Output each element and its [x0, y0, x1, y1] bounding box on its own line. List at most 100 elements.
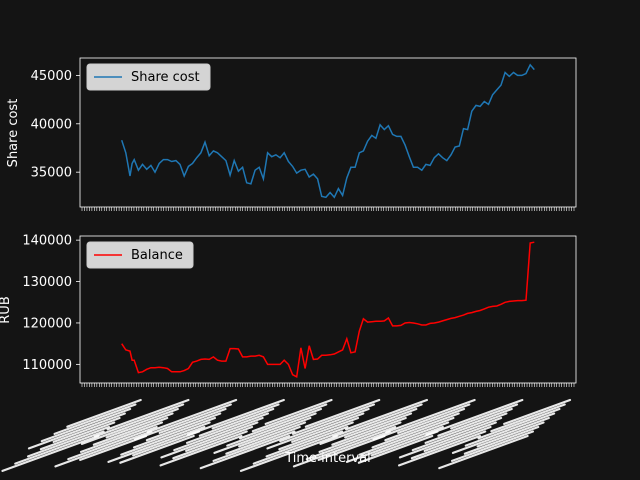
x-tick-label-smudge [332, 403, 423, 438]
x-tick-label-smudge [438, 434, 529, 470]
x-tick-label-smudge [53, 403, 137, 435]
x-tick-label-smudge [384, 412, 460, 442]
x-tick-label-jumble [1, 398, 572, 472]
x-tick-label-smudge [291, 416, 360, 443]
x-tick-label-smudge [239, 434, 338, 472]
x-tick-label-smudge [398, 421, 497, 459]
x-tick-label-smudge [476, 421, 545, 448]
x-tick-label-smudge [107, 425, 206, 463]
x-tick-label-smudge [145, 412, 222, 442]
x-tick-label-smudge [292, 430, 391, 468]
x-tick-label-smudge [464, 412, 556, 447]
x-tick-label-smudge [172, 430, 248, 460]
balance-legend-box [86, 241, 194, 269]
y-tick-label: 40000 [31, 117, 72, 132]
share-cost-x-axis [81, 207, 575, 211]
x-tick-label-smudge [93, 403, 185, 438]
x-tick-label-smudge [66, 398, 142, 428]
x-tick-label-smudge [185, 425, 254, 452]
balance-panel: 110000 120000 130000 140000 RUB Balance Tim… [0, 234, 577, 472]
balance-legend-label: Balance [131, 248, 183, 263]
share-cost-legend: Share cost [86, 63, 211, 91]
x-tick-label-smudge [52, 416, 121, 443]
x-tick-label-smudge [251, 403, 328, 433]
x-tick-label-smudge [92, 416, 169, 446]
share-cost-line [120, 63, 535, 199]
x-tick-label-smudge [54, 430, 153, 468]
x-tick-label-smudge [463, 425, 540, 455]
x-tick-label-smudge [105, 412, 174, 439]
x-tick-label-smudge [451, 430, 535, 462]
x-tick-label-smudge [437, 407, 513, 437]
y-tick-label: 45000 [31, 69, 72, 84]
balance-line [121, 241, 535, 378]
x-tick-label-smudge [490, 403, 566, 433]
x-tick-label-smudge [159, 434, 243, 467]
x-tick-label-smudge [173, 416, 264, 452]
x-tick-label-smudge [1, 434, 100, 472]
x-tick-label-smudge [319, 407, 418, 445]
x-tick-label-smudge [160, 421, 259, 459]
x-tick-label-smudge [345, 398, 428, 431]
y-tick-label: 35000 [31, 166, 72, 181]
x-tick-label-smudge [133, 403, 232, 441]
y-tick-label: 140000 [22, 234, 72, 249]
x-tick-label-smudge [278, 421, 354, 451]
x-tick-label-smudge [398, 434, 481, 467]
x-tick-label-smudge [146, 398, 238, 434]
x-tick-label-smudge [372, 403, 471, 441]
x-tick-label-smudge [252, 430, 344, 465]
x-tick-label-smudge [39, 421, 116, 451]
x-axis-label: Time interval [284, 451, 371, 466]
balance-y-label: RUB [0, 296, 13, 323]
x-tick-label-smudge [133, 416, 216, 449]
x-tick-label-smudge [40, 407, 132, 443]
x-tick-label-smudge [317, 434, 386, 461]
x-tick-label-smudge [213, 416, 312, 454]
x-tick-label-smudge [425, 398, 524, 436]
x-tick-label-smudge [79, 421, 163, 453]
x-tick-label-smudge [211, 403, 280, 430]
x-tick-label-smudge [450, 403, 519, 430]
share-cost-panel: 35000 40000 45000 Share cost Share cost [6, 57, 577, 211]
x-tick-label-smudge [385, 398, 476, 434]
y-tick-label: 130000 [22, 275, 72, 290]
x-tick-label-smudge [14, 430, 105, 465]
x-tick-label-smudge [119, 434, 195, 464]
x-tick-label-smudge [27, 425, 111, 458]
x-tick-label-smudge [80, 407, 179, 445]
x-tick-label-smudge [292, 403, 375, 435]
share-cost-legend-box [86, 63, 211, 91]
x-tick-label-smudge [265, 425, 349, 458]
x-tick-label-smudge [304, 398, 381, 428]
x-tick-label-smudge [212, 430, 296, 462]
x-tick-label-smudge [225, 425, 301, 455]
x-tick-label-smudge [318, 421, 402, 453]
x-tick-label-smudge [186, 412, 269, 444]
x-tick-label-smudge [266, 412, 365, 450]
x-tick-label-smudge [264, 398, 333, 425]
x-tick-label-smudge [371, 416, 455, 449]
share-cost-y-axis: 35000 40000 45000 [31, 69, 80, 181]
x-tick-label-smudge [423, 425, 492, 452]
x-tick-label-smudge [279, 407, 370, 443]
balance-x-axis [81, 383, 575, 387]
x-tick-label-smudge [344, 412, 413, 439]
x-tick-label-smudge [411, 416, 503, 452]
x-tick-label-smudge [503, 398, 572, 425]
x-tick-label-smudge [239, 407, 322, 440]
x-tick-label-smudge [397, 407, 466, 434]
x-tick-label-smudge [345, 425, 444, 463]
share-cost-legend-label: Share cost [131, 70, 200, 85]
x-tick-label-smudge [331, 416, 407, 446]
x-tick-label-smudge [79, 434, 148, 461]
y-tick-label: 120000 [22, 316, 72, 331]
balance-legend: Balance [86, 241, 194, 269]
x-tick-label-smudge [451, 416, 550, 454]
x-tick-label-smudge [158, 407, 227, 434]
x-tick-label-smudge [186, 398, 285, 436]
x-tick-label-smudge [357, 434, 434, 464]
y-tick-label: 110000 [22, 358, 72, 373]
x-tick-label-smudge [198, 407, 275, 437]
